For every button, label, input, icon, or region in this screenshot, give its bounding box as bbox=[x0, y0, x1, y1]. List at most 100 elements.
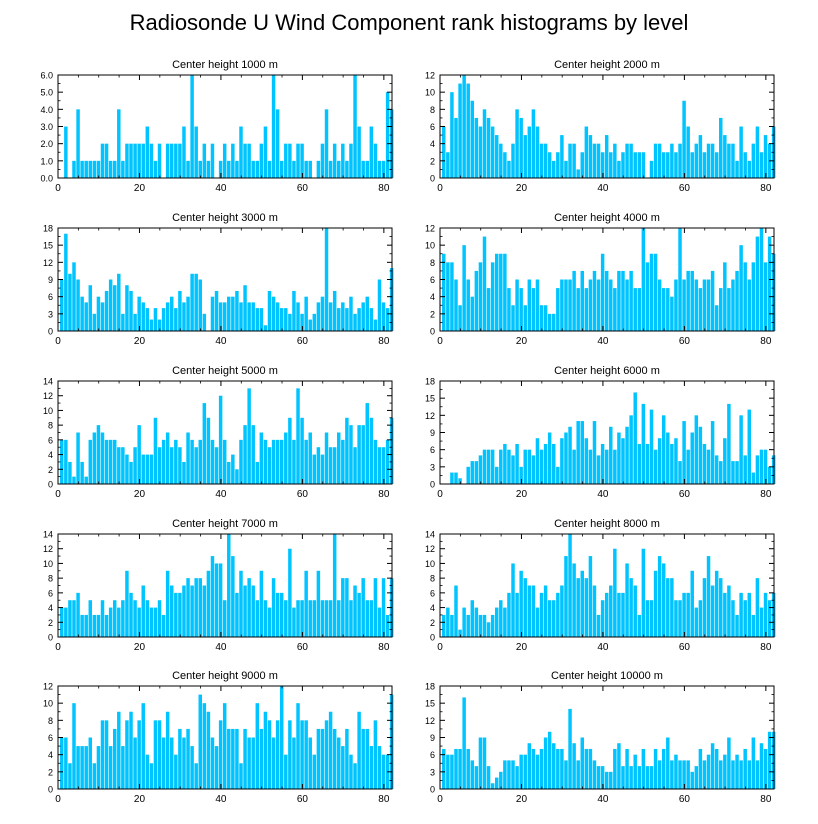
histogram-bar bbox=[719, 578, 723, 637]
y-tick-label: 6 bbox=[430, 588, 435, 598]
y-tick-label: 4 bbox=[48, 450, 53, 460]
histogram-bar bbox=[259, 570, 264, 637]
histogram-panel-4: Center height 4000 m 0 20 40 60 80 0 2 4 6 8 10 12 bbox=[425, 212, 776, 347]
histogram-bar bbox=[727, 143, 731, 178]
histogram-bar bbox=[564, 556, 568, 637]
histogram-bar bbox=[190, 439, 194, 484]
histogram-bar bbox=[454, 117, 458, 178]
histogram-bar bbox=[100, 432, 105, 484]
histogram-bar bbox=[507, 288, 511, 331]
histogram-bar bbox=[231, 728, 235, 789]
histogram-bar bbox=[345, 728, 349, 789]
histogram-bar bbox=[592, 421, 597, 484]
histogram-bar bbox=[645, 766, 650, 789]
histogram-bar bbox=[499, 143, 503, 178]
histogram-bar bbox=[308, 319, 312, 331]
histogram-bar bbox=[568, 279, 572, 331]
histogram-bar bbox=[153, 160, 158, 178]
histogram-bar bbox=[279, 439, 284, 484]
histogram-bar bbox=[267, 447, 272, 484]
histogram-bar bbox=[60, 439, 64, 484]
histogram-bar bbox=[670, 760, 674, 789]
x-tick-label: 20 bbox=[134, 336, 146, 347]
histogram-bar bbox=[288, 417, 292, 484]
histogram-bar bbox=[369, 600, 374, 637]
histogram-bar bbox=[592, 143, 597, 178]
histogram-bar bbox=[129, 592, 133, 637]
histogram-bar bbox=[617, 592, 621, 637]
histogram-bar bbox=[100, 143, 105, 178]
histogram-bar bbox=[80, 614, 84, 637]
panel-title: Center height 7000 m bbox=[172, 518, 278, 530]
histogram-bar bbox=[68, 273, 72, 331]
histogram-bar bbox=[442, 748, 446, 789]
histogram-bar bbox=[515, 279, 519, 331]
histogram-bar bbox=[165, 302, 170, 331]
histogram-bar bbox=[178, 592, 182, 637]
histogram-bar bbox=[96, 746, 101, 789]
histogram-bar bbox=[129, 461, 133, 484]
x-tick-label: 40 bbox=[597, 336, 609, 347]
histogram-bar bbox=[727, 288, 731, 331]
histogram-bar bbox=[572, 743, 576, 789]
histogram-bar bbox=[125, 143, 129, 178]
histogram-bar bbox=[511, 143, 515, 178]
panel-title: Center height 4000 m bbox=[554, 212, 660, 224]
histogram-bar bbox=[759, 607, 764, 637]
histogram-bar bbox=[686, 592, 690, 637]
histogram-bar bbox=[649, 766, 654, 789]
histogram-bar bbox=[515, 109, 519, 178]
histogram-bar bbox=[149, 319, 154, 331]
histogram-bar bbox=[552, 600, 556, 637]
histogram-bar bbox=[133, 313, 137, 331]
histogram-bar bbox=[519, 288, 523, 331]
histogram-bar bbox=[284, 143, 288, 178]
histogram-bar bbox=[641, 152, 646, 178]
histogram-bar bbox=[686, 126, 690, 178]
histogram-bar bbox=[690, 771, 694, 789]
histogram-bar bbox=[547, 432, 552, 484]
histogram-bar bbox=[182, 461, 186, 484]
histogram-bar bbox=[637, 766, 642, 789]
histogram-bar bbox=[739, 245, 743, 331]
histogram-bar bbox=[247, 578, 251, 637]
histogram-bar bbox=[576, 760, 580, 789]
histogram-bar bbox=[186, 432, 190, 484]
histogram-bar bbox=[112, 439, 117, 484]
histogram-bar bbox=[751, 262, 756, 331]
panel-title: Center height 5000 m bbox=[172, 365, 278, 377]
histogram-bar bbox=[133, 447, 137, 484]
histogram-bar bbox=[239, 126, 243, 178]
histogram-bar bbox=[112, 600, 117, 637]
histogram-bar bbox=[584, 748, 589, 789]
histogram-bar bbox=[227, 461, 231, 484]
histogram-bar bbox=[60, 737, 64, 789]
histogram-bar bbox=[194, 447, 198, 484]
histogram-panel-2: Center height 2000 m 0 20 40 60 80 0 2 4 6 8 10 12 bbox=[425, 59, 776, 194]
histogram-bar bbox=[76, 746, 80, 789]
histogram-bar bbox=[267, 720, 272, 789]
histogram-bar bbox=[100, 720, 105, 789]
histogram-bar bbox=[446, 262, 450, 331]
histogram-bar bbox=[227, 160, 231, 178]
histogram-bar bbox=[698, 600, 703, 637]
histogram-bar bbox=[568, 426, 572, 484]
histogram-bar bbox=[710, 743, 715, 789]
histogram-bar bbox=[499, 253, 503, 331]
histogram-bar bbox=[723, 754, 727, 789]
y-tick-label: 1.0 bbox=[40, 156, 53, 166]
y-tick-label: 0 bbox=[430, 480, 435, 490]
histogram-bar bbox=[588, 556, 593, 637]
histogram-bar bbox=[218, 395, 223, 484]
histogram-bar bbox=[714, 305, 719, 331]
histogram-bar bbox=[666, 152, 670, 178]
histogram-bar bbox=[137, 607, 141, 637]
histogram-bar bbox=[564, 432, 568, 484]
x-tick-label: 0 bbox=[55, 336, 61, 347]
histogram-bar bbox=[365, 600, 369, 637]
histogram-bar bbox=[186, 160, 190, 178]
histogram-bar bbox=[682, 592, 686, 637]
histogram-bar bbox=[482, 737, 487, 789]
histogram-bar bbox=[625, 563, 629, 637]
histogram-bar bbox=[629, 578, 633, 637]
